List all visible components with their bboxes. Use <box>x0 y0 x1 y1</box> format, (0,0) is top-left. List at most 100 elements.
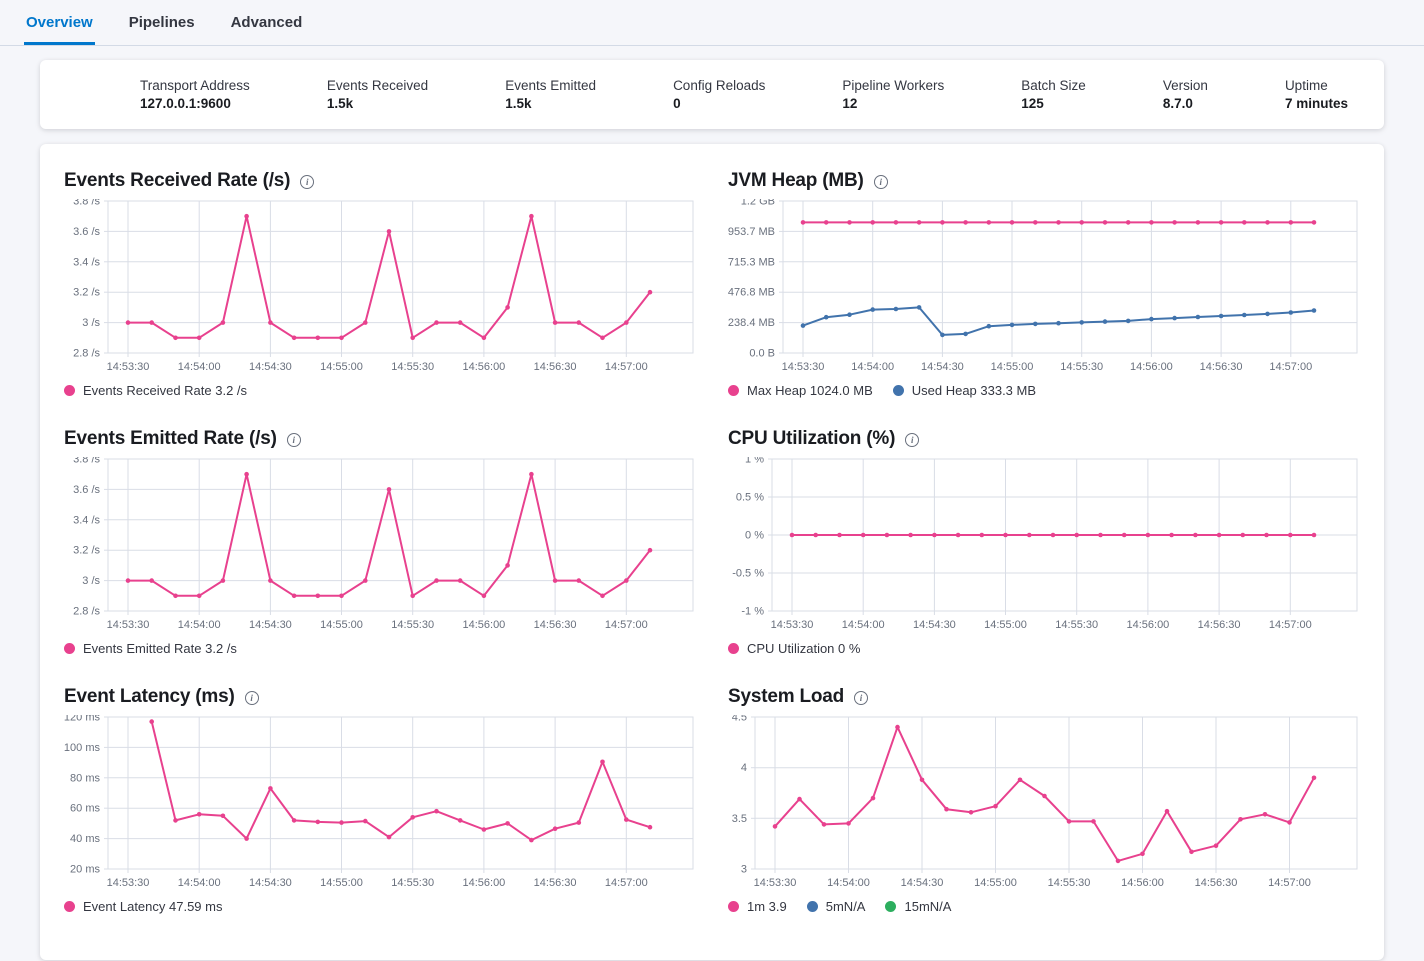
info-icon[interactable]: i <box>244 691 259 705</box>
legend-item-1m-3-9[interactable]: 1m 3.9 <box>728 899 787 914</box>
legend-label: 15mN/A <box>904 899 952 914</box>
data-point <box>1216 532 1222 538</box>
tab-overview[interactable]: Overview <box>24 0 95 45</box>
legend-label: Events Emitted Rate 3.2 /s <box>83 641 237 656</box>
info-icon[interactable]: i <box>286 433 301 447</box>
chart-title: Events Received Rate (/s) <box>64 170 291 191</box>
data-point <box>1242 312 1247 318</box>
data-point <box>149 719 154 724</box>
info-icon[interactable]: i <box>854 691 869 705</box>
data-point <box>1265 311 1270 317</box>
legend-item-15mn-a[interactable]: 15mN/A <box>885 899 951 914</box>
data-point <box>268 578 273 583</box>
svg-text:14:53:30: 14:53:30 <box>782 361 825 373</box>
data-point <box>1033 321 1038 327</box>
stat-label: Version <box>1162 78 1208 93</box>
data-point <box>908 532 913 538</box>
svg-text:14:56:00: 14:56:00 <box>462 361 505 373</box>
stat-value: 127.0.0.1:9600 <box>140 96 231 111</box>
svg-text:14:55:00: 14:55:00 <box>991 361 1034 373</box>
data-point <box>1213 843 1219 848</box>
data-point <box>1017 777 1023 783</box>
data-point <box>1242 220 1247 225</box>
svg-text:14:56:30: 14:56:30 <box>534 361 577 373</box>
data-point <box>1125 318 1131 324</box>
data-point <box>410 815 416 820</box>
data-point <box>1189 849 1194 855</box>
legend-item-used-heap-333-3-mb[interactable]: Used Heap 333.3 MB <box>892 383 1036 398</box>
data-point <box>940 332 945 338</box>
data-point <box>1125 220 1131 225</box>
legend-item-cpu-utilization-0[interactable]: CPU Utilization 0 % <box>728 641 860 656</box>
line-chart[interactable]: 3 3.5 4 4.5 14:53:30 14:54:00 14:54:30 14:55:00… <box>728 715 1360 891</box>
data-point <box>1033 220 1038 225</box>
svg-text:14:56:00: 14:56:00 <box>462 619 505 631</box>
svg-text:14:54:00: 14:54:00 <box>851 361 894 373</box>
chart-legend: Max Heap 1024.0 MB Used Heap 333.3 MB <box>728 383 1360 398</box>
svg-text:3.4 /s: 3.4 /s <box>73 514 100 526</box>
svg-text:14:53:30: 14:53:30 <box>771 619 814 631</box>
data-point <box>291 335 297 341</box>
stat-value: 1.5k <box>326 96 354 111</box>
data-point <box>481 593 487 599</box>
data-point <box>837 532 842 538</box>
data-point <box>268 786 273 791</box>
data-point <box>789 532 795 538</box>
data-point <box>968 810 974 815</box>
svg-text:14:54:30: 14:54:30 <box>901 877 944 889</box>
svg-text:14:55:30: 14:55:30 <box>1060 361 1103 373</box>
line-chart[interactable]: 0.0 B 238.4 MB 476.8 MB 715.3 MB 953.7 MB 1.2… <box>728 199 1360 375</box>
data-point <box>410 593 416 599</box>
data-point <box>363 818 368 824</box>
line-chart[interactable]: 2.8 /s 3 /s 3.2 /s 3.4 /s 3.6 /s 3.8 /s 14:53:… <box>64 457 696 633</box>
legend-label: 5mN/A <box>825 899 866 914</box>
data-point <box>624 320 629 325</box>
line-chart[interactable]: -1 %-0.5 %0 %0.5 %1 %14:53:30 14:54:00 14:… <box>728 457 1360 633</box>
legend-item-events-received-rate-3-2-s[interactable]: Events Received Rate 3.2 /s <box>64 383 247 398</box>
x-axis: 14:53:30 14:54:00 14:54:30 14:55:00 14:55:30… <box>782 201 1312 373</box>
info-icon[interactable]: i <box>300 175 315 189</box>
svg-text:14:55:00: 14:55:00 <box>320 361 363 373</box>
legend-item-5mn-a[interactable]: 5mN/A <box>806 899 866 914</box>
chart-legend: Event Latency 47.59 ms <box>64 899 696 914</box>
svg-text:14:55:00: 14:55:00 <box>320 877 363 889</box>
data-point <box>481 827 487 832</box>
data-point <box>600 593 605 599</box>
chart-events-emitted-rate-s: Events Emitted Rate (/s) i 2.8 /s 3 /s 3.2… <box>64 428 696 656</box>
tab-advanced[interactable]: Advanced <box>229 0 305 45</box>
plot-area <box>107 458 694 612</box>
svg-text:80 ms: 80 ms <box>70 772 100 784</box>
stat-config-reloads: Config Reloads 0 <box>673 78 765 111</box>
chart-header: Events Emitted Rate (/s) i <box>64 428 696 450</box>
legend-item-event-latency-47-59-ms[interactable]: Event Latency 47.59 ms <box>64 899 222 914</box>
legend-item-max-heap-1024-0-mb[interactable]: Max Heap 1024.0 MB <box>728 383 873 398</box>
info-icon[interactable]: i <box>873 175 888 189</box>
svg-text:3 /s: 3 /s <box>82 317 100 329</box>
svg-text:14:54:30: 14:54:30 <box>249 619 292 631</box>
data-point <box>600 759 605 765</box>
data-point <box>963 220 968 225</box>
data-point <box>1164 808 1170 814</box>
legend-item-events-emitted-rate-3-2-s[interactable]: Events Emitted Rate 3.2 /s <box>64 641 237 656</box>
tab-pipelines[interactable]: Pipelines <box>127 0 197 45</box>
data-point <box>1169 532 1174 538</box>
svg-text:14:54:00: 14:54:00 <box>178 619 221 631</box>
data-point <box>244 836 249 841</box>
data-point <box>434 320 439 325</box>
stat-label: Uptime <box>1284 78 1328 93</box>
data-point <box>1009 220 1015 225</box>
y-axis: 2.8 /s 3 /s 3.2 /s 3.4 /s 3.6 /s 3.8 /s <box>73 457 693 618</box>
data-point <box>220 578 226 583</box>
data-point <box>823 220 829 225</box>
chart-events-received-rate-s: Events Received Rate (/s) i 2.8 /s 3 /s 3.… <box>64 170 696 398</box>
y-axis: -1 % -0.5 % 0 % 0.5 % 1 % <box>732 457 1357 618</box>
legend-dot-icon <box>892 385 904 396</box>
data-point <box>552 578 558 583</box>
info-icon[interactable]: i <box>905 433 920 447</box>
svg-text:60 ms: 60 ms <box>70 803 100 815</box>
svg-text:14:54:30: 14:54:30 <box>249 877 292 889</box>
line-chart[interactable]: 2.8 /s 3 /s 3.2 /s 3.4 /s 3.6 /s 3.8 /s 14:53:… <box>64 199 696 375</box>
line-chart[interactable]: 20 ms 40 ms 60 ms 80 ms 100 ms 120 ms 14:53:30… <box>64 715 696 891</box>
chart-header: Event Latency (ms) i <box>64 686 696 708</box>
data-point <box>481 335 487 341</box>
